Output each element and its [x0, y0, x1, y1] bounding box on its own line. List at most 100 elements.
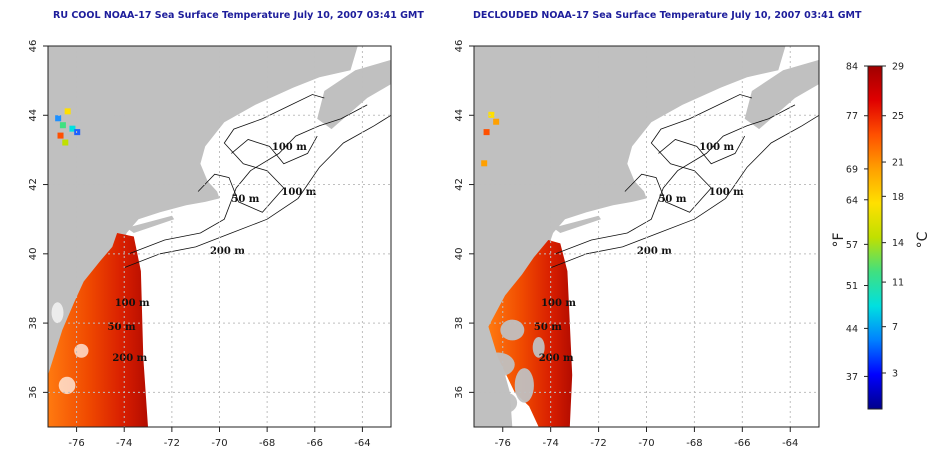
x-tick-label: -68: [686, 438, 702, 449]
contour-label: 100 m: [272, 142, 307, 153]
cloud-gap: [51, 302, 64, 324]
contour-label: 100 m: [699, 142, 734, 153]
contour-label: 200 m: [112, 353, 147, 364]
colorbar-c-label: 18: [892, 192, 904, 203]
cloud-gap: [532, 336, 545, 358]
contour-label: 200 m: [637, 246, 672, 257]
map-content: 100 m 100 m 50 m 200 m 50 m 100 m 200 m: [48, 46, 391, 427]
cloud-gap: [74, 343, 89, 358]
x-tick-label: -68: [259, 438, 275, 449]
sst-pixel: [483, 129, 490, 136]
y-tick-label: 46: [28, 40, 39, 53]
map-content: 100 m 100 m 50 m 200 m 50 m 100 m 200 m: [474, 46, 819, 427]
land-nova-scotia: [744, 59, 819, 130]
y-tick-label: 38: [28, 317, 39, 330]
x-tick-label: -64: [782, 438, 798, 449]
y-tick-label: 44: [28, 109, 39, 122]
sst-pixel: [69, 125, 76, 132]
sst-pixel: [62, 139, 69, 146]
contour-100m: [555, 104, 796, 255]
contour-label: 50 m: [108, 322, 136, 333]
colorbar: 84 77 69 64 57 51 44 37 29 25 21 18 14 11 7 3 °F °C: [831, 62, 931, 410]
colorbar-c-unit: °C: [915, 231, 931, 248]
land-long-island: [553, 215, 601, 233]
sst-pixel: [57, 132, 64, 139]
contour-50m: [624, 94, 753, 213]
contour-label: 50 m: [534, 322, 562, 333]
x-tick-label: -76: [68, 438, 84, 449]
panel-title-declouded: DECLOUDED NOAA-17 Sea Surface Temperatur…: [473, 10, 862, 21]
colorbar-f-label: 44: [846, 324, 858, 335]
x-tick-label: -74: [116, 438, 132, 449]
contour-label: 200 m: [539, 353, 574, 364]
colorbar-f-label: 64: [846, 195, 858, 206]
x-tick-label: -70: [638, 438, 654, 449]
contour-200m: [124, 114, 391, 269]
colorbar-c-label: 29: [892, 62, 904, 73]
contour-inner: [231, 135, 318, 165]
cloud-gap: [493, 392, 518, 414]
x-tick-label: -70: [211, 438, 227, 449]
y-tick-label: 42: [28, 178, 39, 191]
contour-label: 50 m: [231, 194, 259, 205]
contour-inner: [658, 135, 746, 165]
x-tick-label: -66: [734, 438, 750, 449]
x-tick-label: -76: [495, 438, 511, 449]
map-panel-declouded: 100 m 100 m 50 m 200 m 50 m 100 m 200 m -76 -74 -…: [454, 40, 820, 449]
land-long-island: [126, 215, 175, 233]
colorbar-c-label: 7: [892, 322, 898, 333]
colorbar-c-label: 3: [892, 368, 898, 379]
y-tick-label: 46: [454, 40, 465, 53]
x-tick-label: -72: [164, 438, 180, 449]
sst-field: [48, 233, 148, 427]
x-tick-label: -64: [354, 438, 370, 449]
cloud-gap: [58, 376, 76, 395]
contour-label: 200 m: [210, 246, 245, 257]
contour-label: 50 m: [658, 194, 686, 205]
colorbar-c-label: 11: [892, 278, 904, 289]
sst-pixel: [74, 129, 81, 136]
cloud-gap: [481, 352, 515, 377]
contour-100m: [128, 104, 368, 255]
land-mass: [474, 46, 786, 427]
land-mass: [48, 46, 358, 427]
contour-label: 100 m: [281, 187, 316, 198]
colorbar-f-label: 51: [846, 281, 858, 292]
contour-50m: [197, 94, 325, 213]
y-tick-label: 42: [454, 178, 465, 191]
land-nova-scotia: [317, 59, 391, 130]
sst-pixel: [488, 111, 495, 118]
cloud-gap: [514, 368, 534, 403]
colorbar-f-label: 69: [846, 164, 858, 175]
colorbar-f-unit: °F: [831, 232, 847, 247]
sst-pixel: [64, 108, 71, 115]
x-tick-label: -74: [542, 438, 558, 449]
x-tick-label: -66: [307, 438, 323, 449]
y-tick-label: 40: [28, 247, 39, 260]
x-tick-label: -72: [590, 438, 606, 449]
contour-label: 100 m: [709, 187, 744, 198]
sst-pixel: [59, 122, 66, 129]
colorbar-bar: [867, 65, 883, 410]
colorbar-c-label: 25: [892, 111, 904, 122]
y-tick-label: 36: [454, 386, 465, 399]
colorbar-f-label: 57: [846, 240, 858, 251]
y-tick-label: 44: [454, 109, 465, 122]
cloud-gap: [500, 319, 525, 341]
contour-label: 100 m: [541, 298, 576, 309]
map-panel-raw: 100 m 100 m 50 m 200 m 50 m 100 m 200 m -76 -74 -…: [28, 40, 392, 449]
sst-pixel: [55, 115, 62, 122]
sst-field: [488, 240, 573, 427]
colorbar-f-label: 84: [846, 62, 858, 73]
y-tick-label: 38: [454, 317, 465, 330]
panel-title-raw: RU COOL NOAA-17 Sea Surface Temperature …: [53, 10, 424, 21]
colorbar-f-label: 77: [846, 111, 858, 122]
colorbar-f-label: 37: [846, 372, 858, 383]
colorbar-c-label: 21: [892, 158, 904, 169]
y-tick-label: 36: [28, 386, 39, 399]
contour-label: 100 m: [115, 298, 150, 309]
sst-pixel: [493, 118, 500, 125]
colorbar-c-label: 14: [892, 238, 904, 249]
sst-pixel: [481, 160, 488, 167]
